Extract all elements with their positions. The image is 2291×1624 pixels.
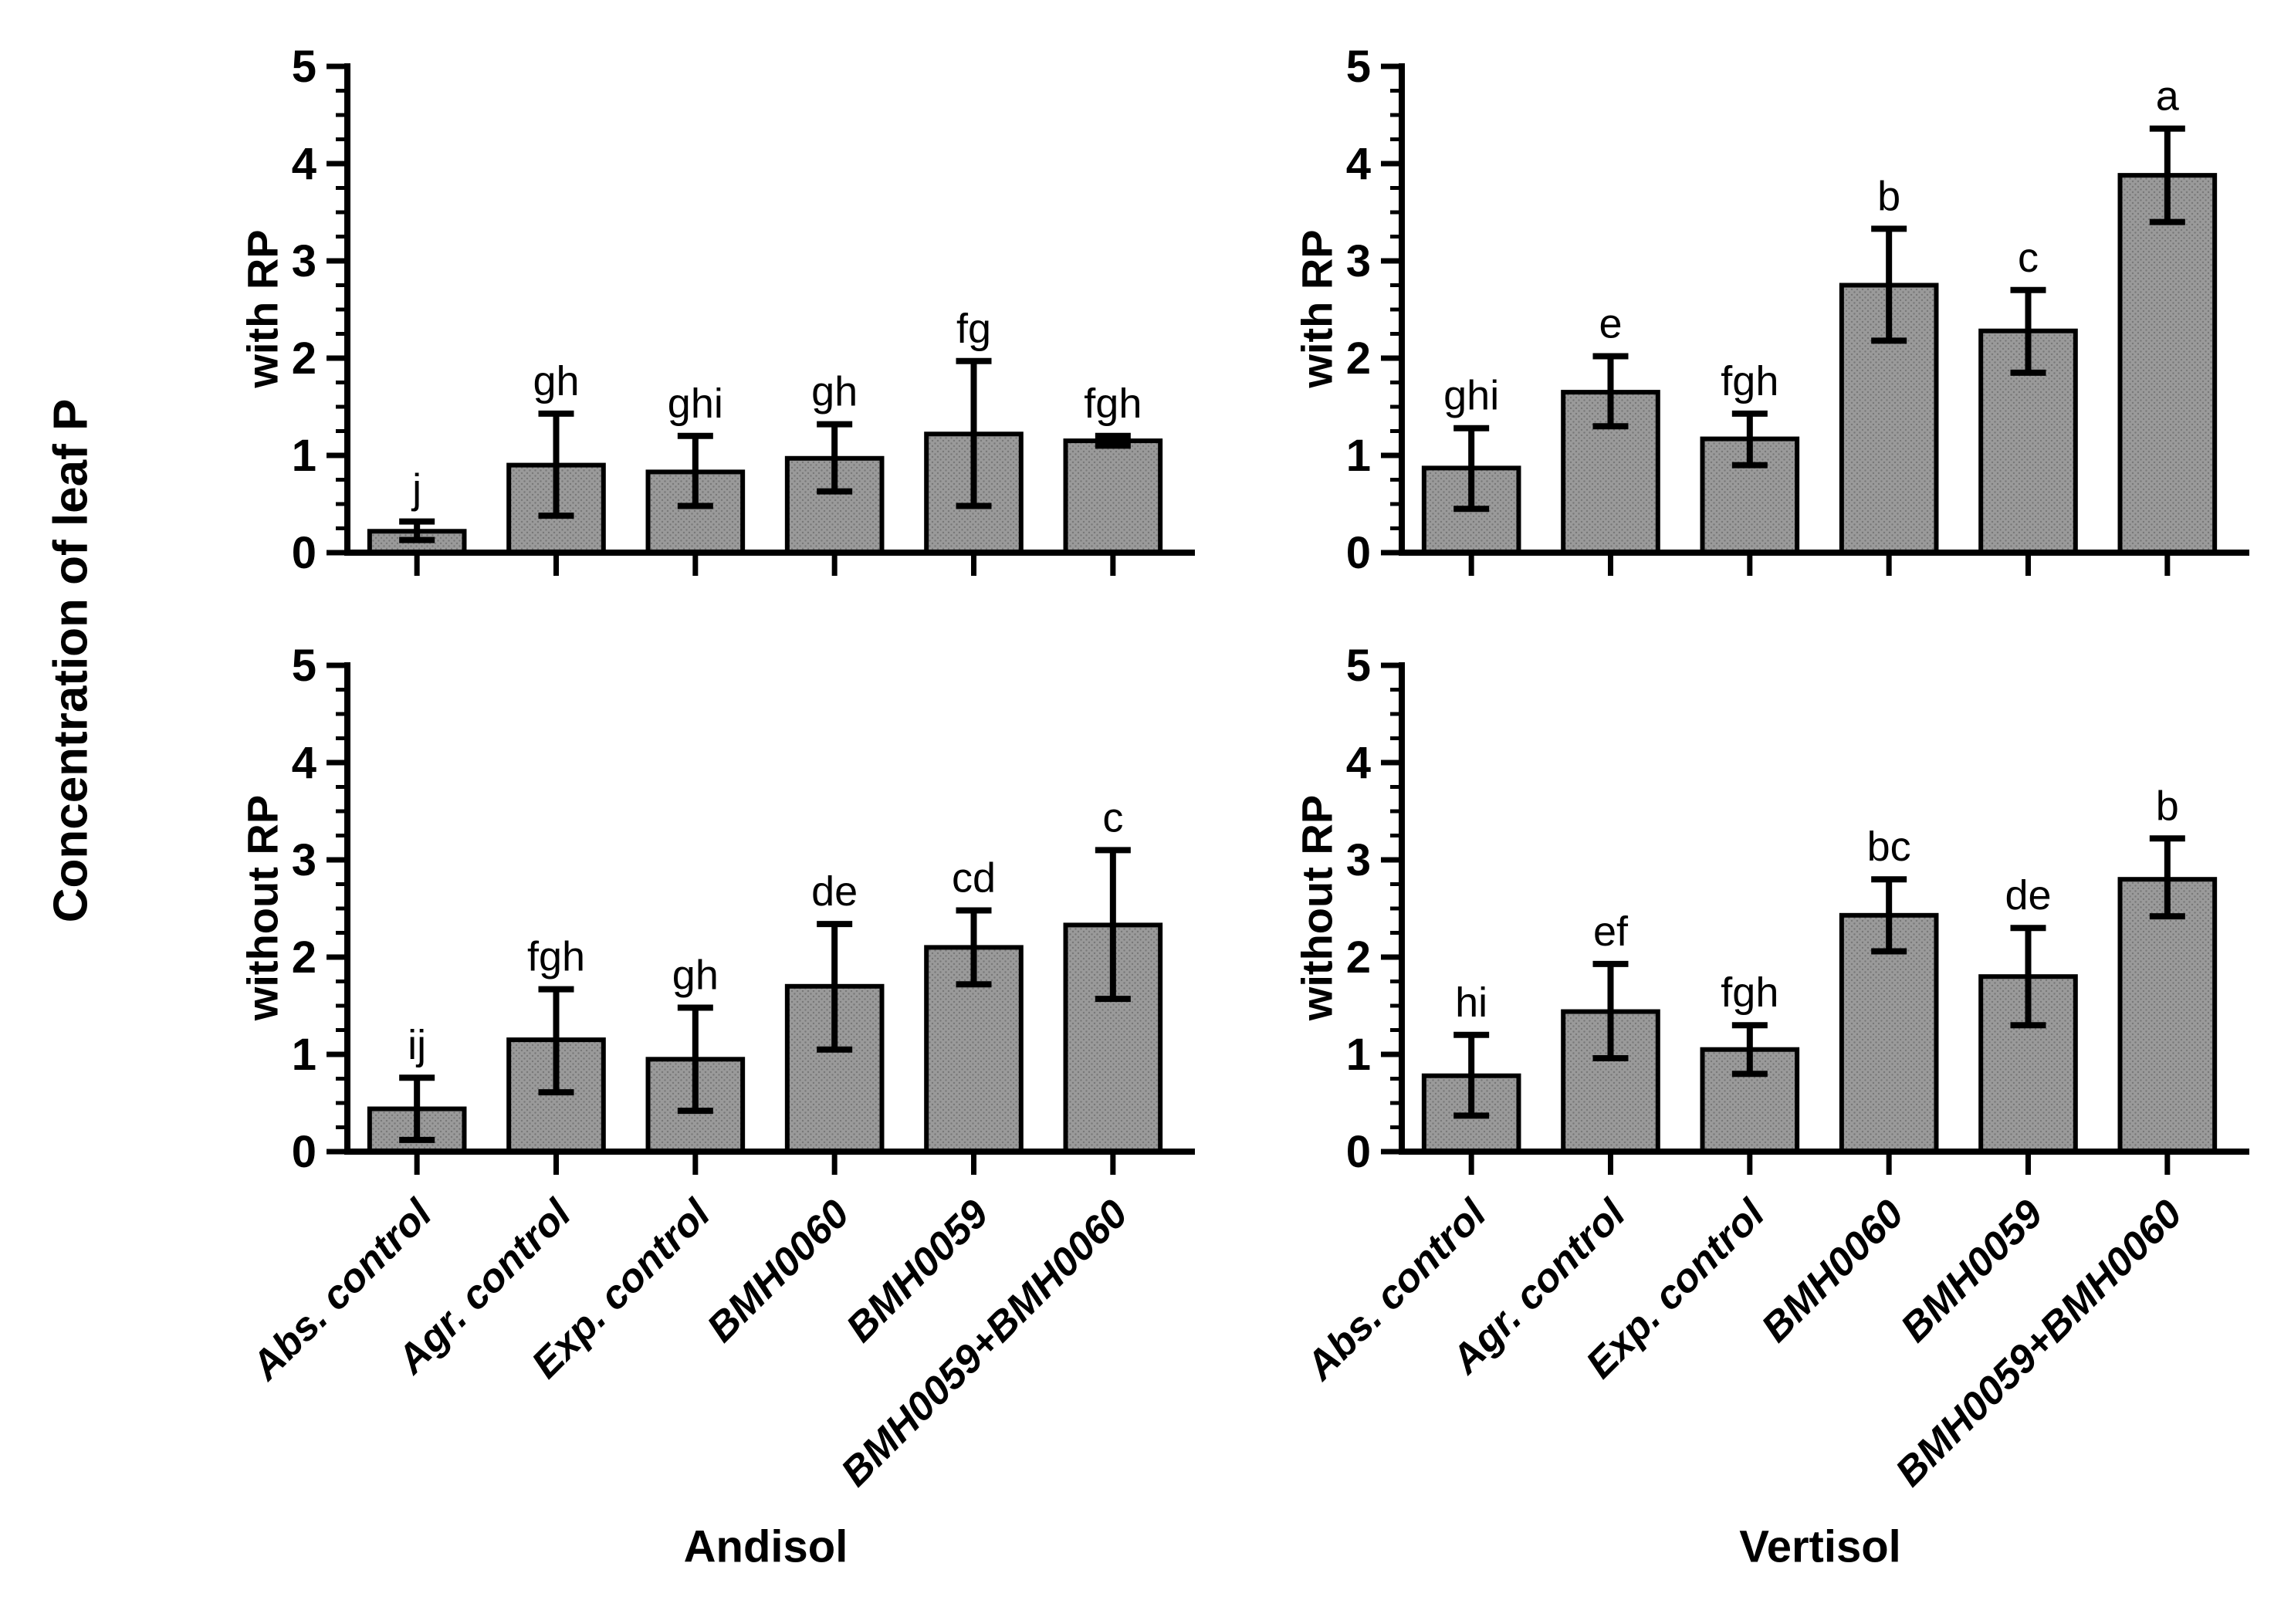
significance-letter: b <box>2156 783 2179 829</box>
significance-letter: de <box>2005 872 2051 919</box>
x-tick-label: BMH0060 <box>1753 1191 1913 1351</box>
significance-letter: fgh <box>1721 969 1778 1016</box>
x-tick-label: BMH0060 <box>699 1191 858 1351</box>
significance-letter: fg <box>956 306 991 352</box>
significance-letter: bc <box>1867 824 1911 870</box>
significance-letter: c <box>1102 794 1123 841</box>
row-label-without-rp-left: without RP <box>238 794 287 1021</box>
significance-letter: ghi <box>668 381 723 427</box>
y-tick-label: 0 <box>1346 1127 1371 1177</box>
y-tick-label: 5 <box>292 42 316 92</box>
y-tick-label: 5 <box>292 641 316 691</box>
significance-letter: a <box>2156 73 2180 120</box>
bar-plot: ghi e fgh b c a 0 1 2 3 4 5 <box>1346 42 2249 578</box>
y-axis-title: Concentration of leaf P <box>44 398 98 923</box>
panel-vertisol-with-rp: ghi e fgh b c a 0 1 2 3 4 5 <box>1346 42 2249 578</box>
bar <box>2117 173 2218 555</box>
y-tick-label: 0 <box>1346 528 1371 578</box>
significance-letter: ij <box>408 1022 426 1068</box>
bar <box>2117 877 2218 1154</box>
y-tick-label: 5 <box>1346 641 1371 691</box>
bar-plot: j gh ghi gh fg fgh 0 1 2 3 4 5 <box>292 42 1195 578</box>
significance-letter: de <box>811 868 858 915</box>
y-tick-label: 0 <box>292 1127 316 1177</box>
significance-letter: ghi <box>1443 373 1499 419</box>
row-label-with-rp-left: with RP <box>238 229 287 388</box>
y-tick-label: 2 <box>292 932 316 983</box>
significance-letter: j <box>411 466 421 513</box>
significance-letter: gh <box>811 369 858 415</box>
significance-letter: gh <box>672 952 719 999</box>
y-tick-label: 4 <box>1346 139 1371 189</box>
y-tick-label: 5 <box>1346 42 1371 92</box>
y-tick-label: 3 <box>1346 236 1371 286</box>
bar <box>1063 438 1163 555</box>
y-tick-label: 1 <box>1346 431 1371 481</box>
y-tick-label: 1 <box>1346 1030 1371 1080</box>
significance-letter: ef <box>1593 908 1629 955</box>
significance-letter: cd <box>952 855 996 902</box>
row-label-without-rp-right: without RP <box>1292 794 1342 1021</box>
panel-andisol-without-rp: ij Abs. control fgh Agr. control gh Exp. cont… <box>242 641 1195 1495</box>
significance-letter: c <box>2018 235 2039 281</box>
x-tick-label: BMH0059+BMH0060 <box>1887 1191 2191 1495</box>
significance-letter: e <box>1599 300 1622 347</box>
y-tick-label: 3 <box>292 236 316 286</box>
y-tick-label: 2 <box>1346 932 1371 983</box>
y-tick-label: 3 <box>1346 835 1371 885</box>
panel-andisol-with-rp: j gh ghi gh fg fgh 0 1 2 3 4 5 <box>292 42 1195 578</box>
significance-letter: hi <box>1455 979 1487 1026</box>
y-tick-label: 4 <box>292 738 316 788</box>
row-label-with-rp-right: with RP <box>1292 229 1342 388</box>
y-tick-label: 4 <box>1346 738 1371 788</box>
y-tick-label: 2 <box>1346 333 1371 384</box>
y-tick-label: 4 <box>292 139 316 189</box>
column-title-andisol: Andisol <box>683 1521 848 1572</box>
y-tick-label: 3 <box>292 835 316 885</box>
y-tick-label: 0 <box>292 528 316 578</box>
y-tick-label: 1 <box>292 431 316 481</box>
panel-vertisol-without-rp: hi Abs. control ef Agr. control fgh Exp. cont… <box>1297 641 2249 1495</box>
y-tick-label: 2 <box>292 333 316 384</box>
significance-letter: fgh <box>1084 381 1142 427</box>
significance-letter: b <box>1877 173 1900 219</box>
significance-letter: fgh <box>1721 358 1778 404</box>
x-tick-label: BMH0059+BMH0060 <box>833 1191 1137 1495</box>
significance-letter: fgh <box>527 934 585 980</box>
y-tick-label: 1 <box>292 1030 316 1080</box>
significance-letter: gh <box>533 358 579 404</box>
column-title-vertisol: Vertisol <box>1739 1521 1901 1572</box>
